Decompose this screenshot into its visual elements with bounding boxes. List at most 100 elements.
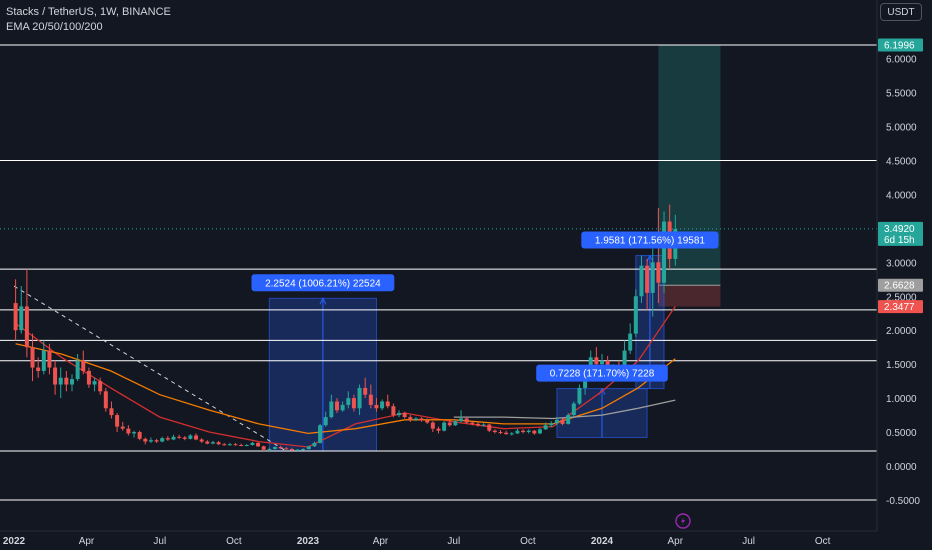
candle-body — [171, 436, 176, 440]
candle — [323, 411, 328, 427]
candle-body — [194, 435, 199, 440]
candle-body — [588, 357, 593, 371]
candle — [470, 421, 475, 426]
horizontal-levels — [0, 44, 877, 501]
candle — [363, 377, 368, 399]
price-tick-label: -0.5000 — [886, 496, 920, 507]
candle — [177, 434, 182, 439]
candle — [115, 413, 120, 433]
candle-body — [363, 387, 368, 395]
currency-button[interactable]: USDT — [880, 3, 922, 21]
price-tick-label: 2.0000 — [886, 326, 917, 337]
candle — [628, 323, 633, 354]
candle-body — [447, 422, 452, 426]
candle — [459, 410, 464, 423]
price-tag-bg — [878, 38, 923, 52]
price-tag-countdown: 6d 15h — [884, 235, 915, 246]
price-tick-label: 0.5000 — [886, 428, 917, 439]
candle — [132, 430, 137, 438]
chart-legend: Stacks / TetherUS, 1W, BINANCE EMA 20/50… — [6, 5, 171, 35]
candle — [560, 418, 565, 426]
candle-body — [515, 430, 520, 434]
candle-body — [374, 404, 379, 409]
candle — [182, 436, 187, 441]
price-tick-label: 1.5000 — [886, 360, 917, 371]
price-tick-label: 4.0000 — [886, 190, 917, 201]
candle-body — [650, 262, 655, 293]
candle — [368, 384, 373, 409]
measure-label: 1.9581 (171.56%) 19581 — [595, 236, 706, 247]
price-tick-label: 1.0000 — [886, 394, 917, 405]
candle-body — [36, 367, 41, 371]
candle-body — [165, 438, 170, 440]
measure-label: 0.7228 (171.70%) 7228 — [550, 369, 655, 380]
candle — [656, 207, 661, 304]
candle — [334, 398, 339, 414]
price-tag-bg — [878, 300, 923, 314]
candle-body — [346, 398, 351, 405]
candle-body — [656, 262, 661, 283]
candle — [391, 403, 396, 418]
candle — [340, 401, 345, 412]
candle — [13, 279, 18, 341]
time-tick-label: Oct — [226, 536, 242, 547]
candle-body — [357, 387, 362, 409]
candle — [233, 442, 238, 446]
candle-body — [177, 436, 182, 438]
candle — [148, 437, 153, 443]
candle — [98, 377, 103, 395]
candle-body — [470, 422, 475, 424]
candle-body — [459, 418, 464, 422]
position-zones — [658, 45, 721, 307]
time-tick-label: Jul — [447, 536, 460, 547]
candle-body — [571, 403, 576, 416]
time-tick-label: Jul — [153, 536, 166, 547]
candle-body — [205, 441, 210, 444]
price-tag-label: 2.3477 — [884, 302, 915, 313]
candle-body — [312, 442, 317, 447]
candle-body — [594, 357, 599, 365]
time-tick-label: Apr — [373, 536, 389, 547]
candle — [509, 432, 514, 436]
candle — [250, 441, 255, 446]
candle-body — [566, 415, 571, 424]
candle-body — [250, 442, 255, 445]
candle — [267, 447, 272, 452]
candle-body — [662, 221, 667, 283]
candle — [453, 419, 458, 426]
candle — [137, 430, 142, 441]
candle-body — [19, 306, 24, 331]
lightning-icon[interactable] — [675, 513, 691, 529]
candle — [380, 399, 385, 411]
candle-body — [487, 424, 492, 431]
candle-body — [532, 430, 537, 434]
candle-body — [498, 432, 503, 434]
candle-body — [301, 449, 306, 451]
price-tag-bg — [878, 221, 923, 246]
chart-extras — [675, 513, 691, 529]
candle-body — [413, 418, 418, 420]
candle — [425, 418, 430, 424]
candle — [86, 367, 91, 388]
candle — [47, 343, 52, 375]
candle-body — [549, 423, 554, 426]
candle-body — [53, 367, 58, 385]
candle — [24, 269, 29, 358]
candle — [633, 289, 638, 337]
measure-label-bg — [536, 364, 668, 382]
candle-body — [154, 440, 159, 442]
candle-body — [391, 406, 396, 416]
ema-line — [15, 306, 676, 448]
candle-body — [278, 446, 283, 449]
candle — [239, 443, 244, 447]
indicator-label[interactable]: EMA 20/50/100/200 — [6, 21, 103, 33]
candle-body — [334, 401, 339, 411]
measure-label-bg — [251, 274, 395, 292]
symbol-title[interactable]: Stacks / TetherUS, 1W, BINANCE — [6, 6, 171, 18]
candle — [543, 422, 548, 431]
candle-body — [126, 428, 131, 434]
candle — [295, 449, 300, 452]
candle-body — [98, 381, 103, 392]
